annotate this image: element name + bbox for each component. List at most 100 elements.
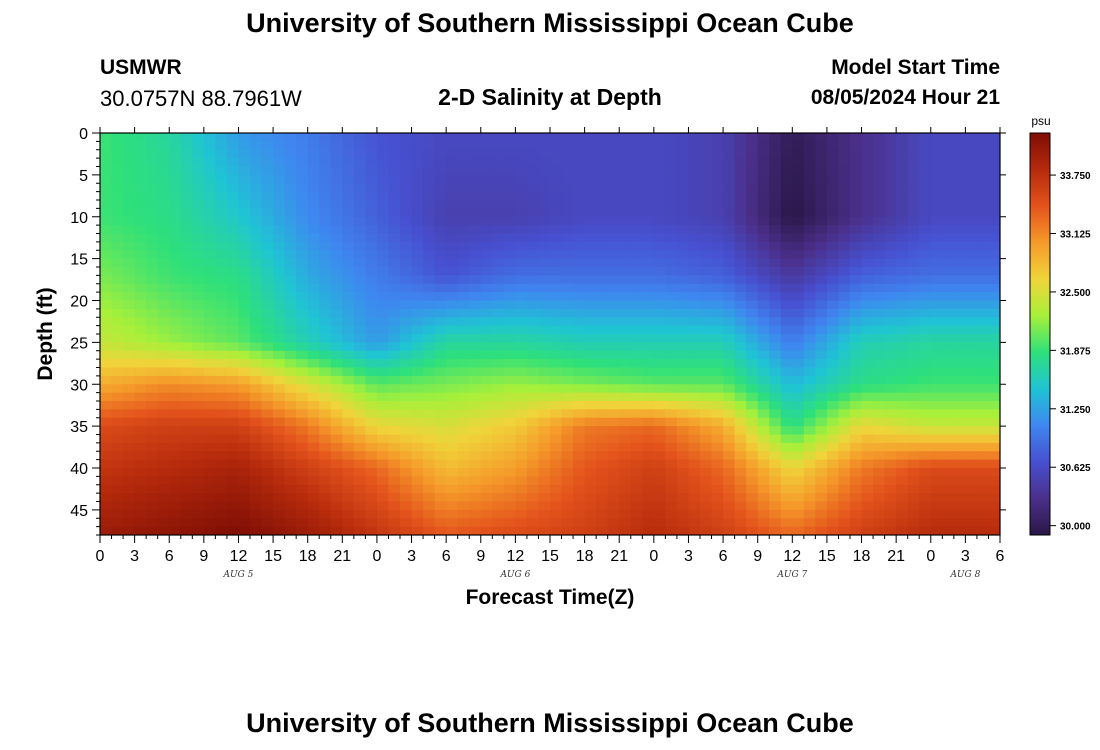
heatmap-cell bbox=[723, 325, 736, 335]
heatmap-cell bbox=[100, 174, 113, 184]
heatmap-cell bbox=[411, 459, 424, 469]
heatmap-cell bbox=[734, 501, 747, 511]
heatmap-cell bbox=[342, 258, 355, 268]
heatmap-cell bbox=[884, 367, 897, 377]
heatmap-cell bbox=[896, 350, 909, 360]
heatmap-cell bbox=[284, 233, 297, 243]
heatmap-cell bbox=[307, 141, 320, 151]
heatmap-cell bbox=[573, 484, 586, 494]
heatmap-cell bbox=[353, 292, 366, 302]
heatmap-cell bbox=[746, 375, 759, 385]
heatmap-cell bbox=[826, 317, 840, 327]
heatmap-cell bbox=[296, 191, 309, 201]
heatmap-cell bbox=[330, 133, 343, 142]
heatmap-cell bbox=[711, 442, 724, 452]
heatmap-cell bbox=[400, 133, 413, 142]
heatmap-cell bbox=[515, 216, 528, 226]
heatmap-cell bbox=[157, 225, 170, 235]
heatmap-cell bbox=[180, 501, 193, 511]
heatmap-cell bbox=[573, 292, 586, 302]
heatmap-cell bbox=[492, 158, 505, 168]
heatmap-cell bbox=[607, 417, 620, 427]
heatmap-cell bbox=[146, 375, 159, 385]
heatmap-cell bbox=[953, 526, 966, 535]
heatmap-cell bbox=[676, 216, 690, 226]
heatmap-cell bbox=[111, 258, 124, 268]
heatmap-cell bbox=[630, 459, 643, 469]
heatmap-cell bbox=[296, 493, 309, 503]
heatmap-cell bbox=[226, 375, 240, 385]
heatmap-cell bbox=[826, 509, 840, 519]
heatmap-cell bbox=[330, 166, 343, 176]
heatmap-cell bbox=[873, 484, 886, 494]
heatmap-cell bbox=[307, 200, 320, 209]
heatmap-cell bbox=[180, 426, 193, 436]
heatmap-cell bbox=[815, 208, 828, 218]
heatmap-cell bbox=[665, 526, 678, 535]
heatmap-cell bbox=[757, 225, 770, 235]
heatmap-cell bbox=[273, 367, 286, 377]
heatmap-cell bbox=[953, 384, 966, 394]
heatmap-cell bbox=[769, 484, 782, 494]
heatmap-cell bbox=[111, 451, 124, 461]
heatmap-cell bbox=[988, 484, 1000, 494]
x-tick-label: 15 bbox=[264, 548, 282, 565]
heatmap-cell bbox=[607, 225, 620, 235]
heatmap-cell bbox=[342, 283, 355, 293]
heatmap-cell bbox=[434, 451, 447, 461]
heatmap-cell bbox=[561, 317, 574, 327]
heatmap-cell bbox=[180, 459, 193, 469]
heatmap-cell bbox=[584, 308, 597, 318]
heatmap-cell bbox=[953, 133, 966, 142]
heatmap-cell bbox=[457, 367, 470, 377]
heatmap-cell bbox=[307, 183, 320, 193]
heatmap-cell bbox=[319, 468, 332, 477]
heatmap-cell bbox=[503, 367, 516, 377]
heatmap-cell bbox=[838, 300, 851, 310]
heatmap-cell bbox=[319, 384, 332, 394]
heatmap-cell bbox=[907, 451, 920, 461]
heatmap-cell bbox=[376, 417, 390, 427]
heatmap-cell bbox=[838, 526, 851, 535]
heatmap-cell bbox=[526, 183, 540, 193]
heatmap-cell bbox=[215, 208, 228, 218]
heatmap-cell bbox=[896, 476, 909, 486]
heatmap-cell bbox=[480, 426, 493, 436]
heatmap-cell bbox=[596, 317, 609, 327]
heatmap-cell bbox=[376, 325, 390, 335]
heatmap-cell bbox=[965, 334, 978, 343]
heatmap-cell bbox=[769, 518, 782, 528]
heatmap-cell bbox=[988, 283, 1000, 293]
heatmap-cell bbox=[734, 367, 747, 377]
heatmap-cell bbox=[619, 166, 632, 176]
heatmap-cell bbox=[365, 191, 378, 201]
heatmap-cell bbox=[134, 158, 147, 168]
heatmap-cell bbox=[746, 241, 759, 251]
heatmap-cell bbox=[942, 334, 955, 343]
heatmap-cell bbox=[965, 141, 978, 151]
heatmap-cell bbox=[642, 451, 655, 461]
heatmap-cell bbox=[238, 250, 251, 260]
heatmap-cell bbox=[919, 158, 932, 168]
heatmap-cell bbox=[365, 141, 378, 151]
heatmap-cell bbox=[746, 426, 759, 436]
heatmap-cell bbox=[965, 216, 978, 226]
heatmap-cell bbox=[676, 233, 690, 243]
heatmap-cell bbox=[746, 208, 759, 218]
heatmap-cell bbox=[953, 174, 966, 184]
heatmap-cell bbox=[469, 493, 482, 503]
heatmap-cell bbox=[953, 208, 966, 218]
heatmap-cell bbox=[434, 191, 447, 201]
heatmap-cell bbox=[919, 493, 932, 503]
heatmap-cell bbox=[376, 509, 390, 519]
heatmap-cell bbox=[826, 133, 840, 142]
heatmap-cell bbox=[284, 267, 297, 276]
heatmap-cell bbox=[688, 434, 701, 444]
heatmap-cell bbox=[723, 442, 736, 452]
heatmap-cell bbox=[492, 509, 505, 519]
heatmap-cell bbox=[861, 133, 874, 142]
heatmap-cell bbox=[250, 359, 263, 369]
heatmap-cell bbox=[146, 258, 159, 268]
heatmap-cell bbox=[873, 468, 886, 477]
heatmap-cell bbox=[769, 426, 782, 436]
